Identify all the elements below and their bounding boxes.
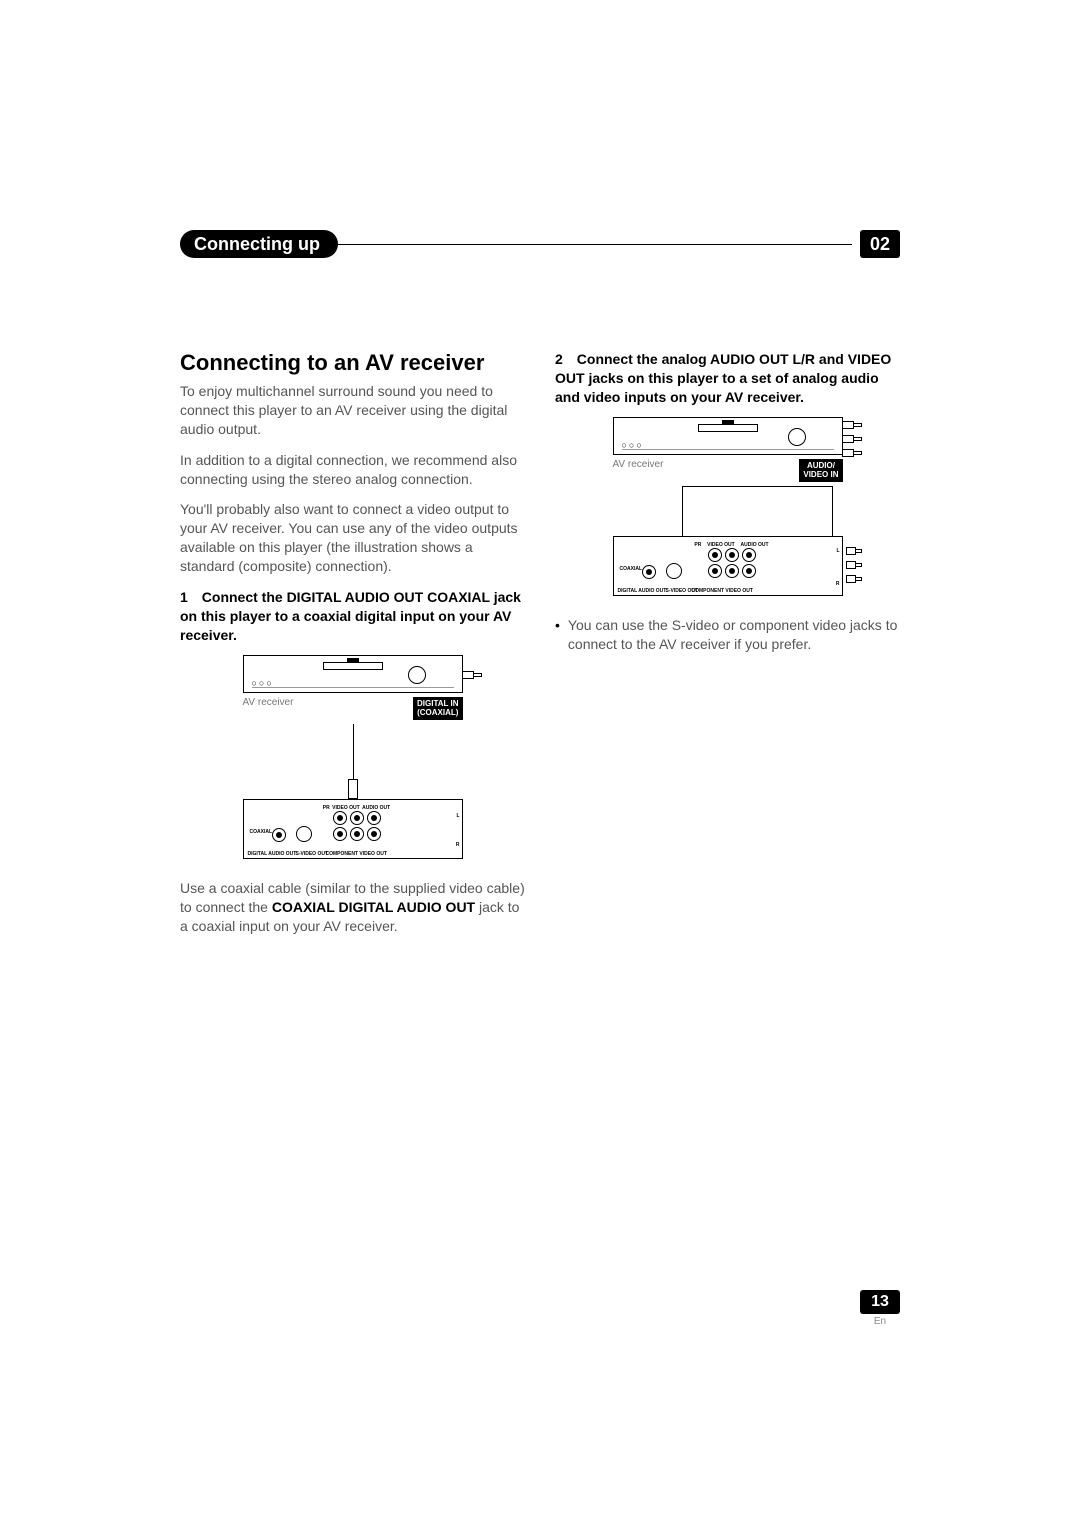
player-back-panel-1: COAXIAL DIGITAL AUDIO OUT S-VIDEO OUT P	[243, 799, 463, 859]
page-number: 13	[860, 1290, 900, 1314]
chapter-title: Connecting up	[180, 230, 338, 258]
diagram-analog: ○○○ AV receiver AUDIO/ VIDEO	[613, 417, 843, 596]
step-2: 2 Connect the analog AUDIO OUT L/R and V…	[555, 350, 900, 407]
intro-para-3: You'll probably also want to connect a v…	[180, 500, 525, 576]
right-column: 2 Connect the analog AUDIO OUT L/R and V…	[555, 350, 900, 948]
left-column: Connecting to an AV receiver To enjoy mu…	[180, 350, 525, 948]
receiver-label-2: AV receiver	[613, 459, 664, 470]
chapter-number: 02	[860, 230, 900, 258]
page-footer: 13 En	[860, 1290, 900, 1327]
bullet-svideo-note: • You can use the S-video or component v…	[555, 616, 900, 654]
receiver-label-1: AV receiver	[243, 697, 294, 708]
intro-para-2: In addition to a digital connection, we …	[180, 451, 525, 489]
section-heading: Connecting to an AV receiver	[180, 350, 525, 376]
digital-in-label: DIGITAL IN (COAXIAL)	[413, 697, 462, 720]
av-receiver-front-1: ○○○	[243, 655, 463, 693]
audio-video-in-label: AUDIO/ VIDEO IN	[799, 459, 842, 482]
bullet-icon: •	[555, 616, 560, 654]
intro-para-1: To enjoy multichannel surround sound you…	[180, 382, 525, 439]
page-language: En	[860, 1316, 900, 1327]
player-back-panel-2: COAXIAL DIGITAL AUDIO OUT S-VIDEO OUT PR…	[613, 536, 843, 596]
coax-plug-icon	[348, 779, 358, 799]
av-receiver-front-2: ○○○	[613, 417, 843, 455]
header-rule	[320, 244, 852, 245]
coax-instruction: Use a coaxial cable (similar to the supp…	[180, 879, 525, 936]
chapter-header: Connecting up 02	[180, 230, 900, 260]
diagram-coaxial: ○○○ AV receiver DIGITAL IN (COAXIAL)	[243, 655, 463, 859]
step-1: 1 Connect the DIGITAL AUDIO OUT COAXIAL …	[180, 588, 525, 645]
